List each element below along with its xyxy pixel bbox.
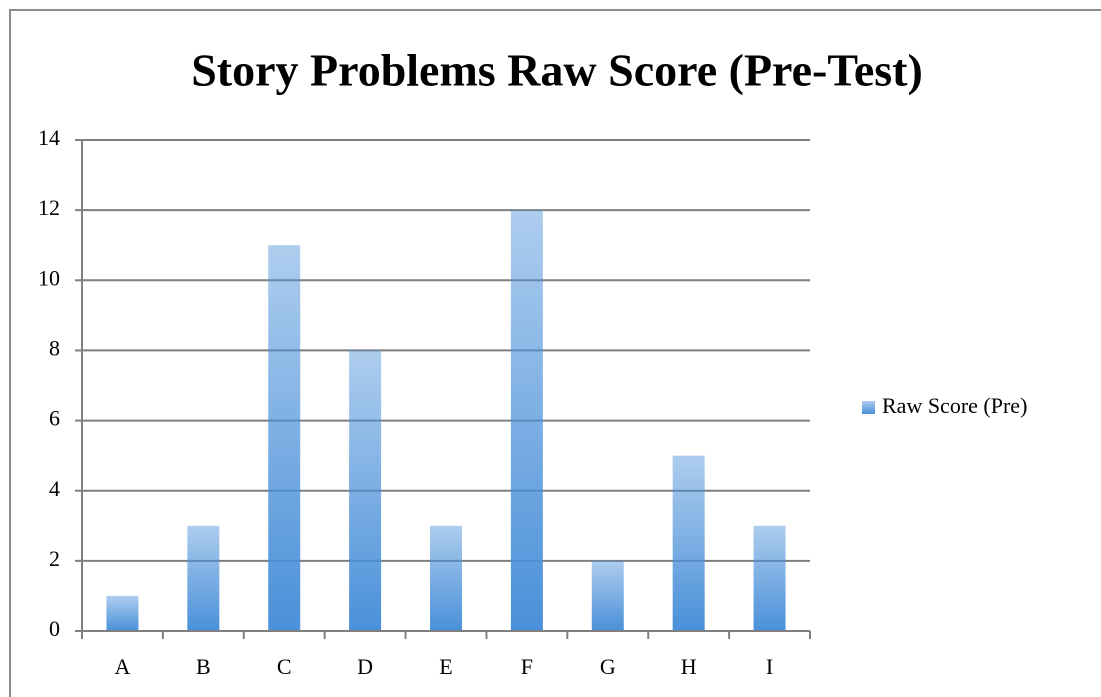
y-tick-label: 0	[49, 616, 60, 641]
bar	[268, 245, 301, 631]
y-tick-label: 4	[49, 476, 60, 501]
x-tick-label: E	[439, 654, 452, 679]
x-tick-label: F	[521, 654, 533, 679]
y-tick-label: 6	[49, 406, 60, 431]
bar	[349, 350, 382, 631]
y-tick-label: 12	[38, 195, 60, 220]
x-tick-label: C	[277, 654, 292, 679]
bar	[672, 455, 705, 631]
x-tick-label: A	[114, 654, 130, 679]
bar	[106, 595, 139, 631]
x-tick-label: G	[600, 654, 616, 679]
y-tick-label: 10	[38, 265, 60, 290]
y-tick-label: 2	[49, 546, 60, 571]
x-tick-label: H	[681, 654, 697, 679]
bar	[187, 525, 220, 631]
legend-label: Raw Score (Pre)	[882, 393, 1027, 418]
chart-frame	[9, 9, 1101, 697]
y-tick-label: 8	[49, 335, 60, 360]
bar	[591, 560, 624, 631]
legend-swatch	[862, 401, 875, 414]
x-tick-label: I	[766, 654, 773, 679]
chart-title: Story Problems Raw Score (Pre-Test)	[191, 45, 923, 96]
bar	[753, 525, 786, 631]
x-tick-label: D	[357, 654, 373, 679]
bar	[510, 210, 543, 631]
bar	[430, 525, 462, 631]
y-tick-label: 14	[38, 125, 60, 150]
x-tick-label: B	[196, 654, 211, 679]
